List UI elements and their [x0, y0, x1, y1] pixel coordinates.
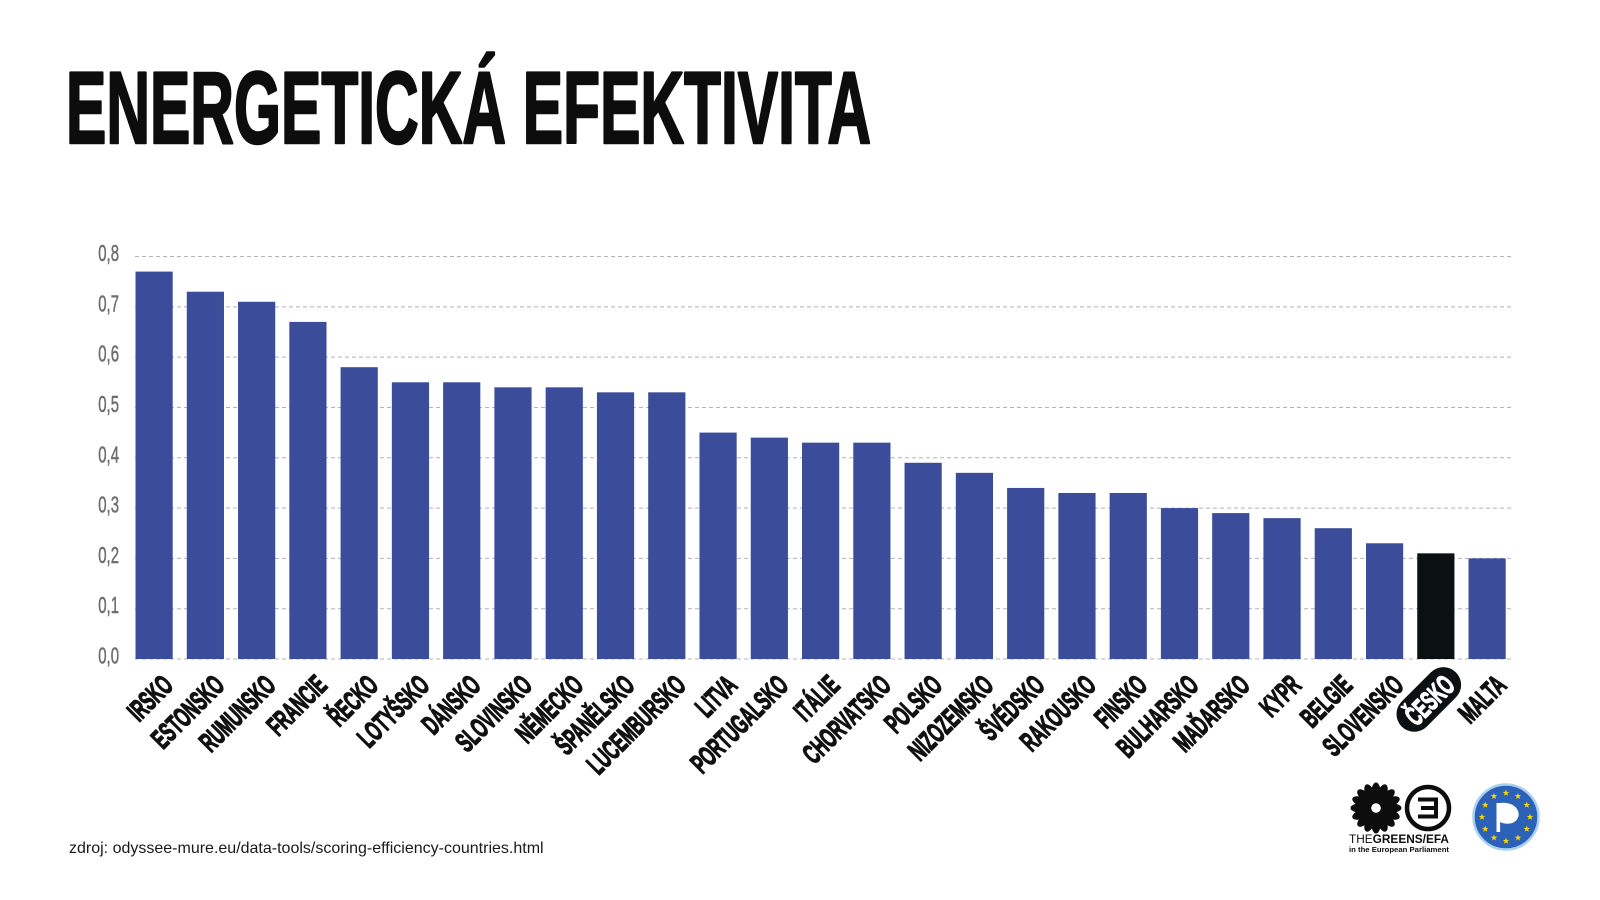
eu-star-icon [1514, 834, 1522, 841]
y-tick-label: 0,7 [98, 291, 119, 317]
pirate-party-flag-icon [1496, 802, 1519, 832]
y-tick-label: 0,4 [98, 442, 119, 468]
flag-mast [1496, 803, 1501, 832]
greens-efa-wordmark-the: THE [1349, 832, 1373, 846]
bar [340, 367, 378, 659]
chart-title: ENERGETICKÁ EFEKTIVITA [66, 51, 871, 165]
bar [186, 291, 224, 659]
sunflower-petal [1379, 811, 1395, 827]
bar [443, 382, 481, 659]
greens-efa-logo: THEGREENS/EFA in the European Parliament [1349, 782, 1452, 854]
bar [904, 462, 942, 659]
eu-star-icon [1514, 792, 1522, 799]
bar [1109, 492, 1147, 659]
eu-star-icon [1490, 834, 1498, 841]
bar [494, 387, 532, 659]
bar [955, 472, 994, 659]
bar [699, 432, 737, 659]
eu-star-icon [1502, 789, 1510, 796]
bar [750, 437, 788, 660]
bar [135, 271, 173, 659]
sunflower-petal [1357, 811, 1373, 827]
eu-star-icon [1502, 837, 1510, 844]
bar-highlighted [1417, 553, 1455, 659]
flag-sail [1500, 802, 1519, 824]
eu-star-icon [1481, 825, 1489, 832]
y-tick-label: 0,3 [98, 492, 119, 518]
bar [1160, 508, 1199, 659]
bar [1468, 558, 1506, 660]
x-tick-label: FRANCIE [260, 669, 333, 742]
efa-bar-middle [1421, 806, 1437, 810]
efa-bar-bottom [1418, 814, 1437, 819]
sunflower-petal [1357, 789, 1373, 805]
y-tick-label: 0,0 [98, 643, 119, 669]
efa-circle-icon [1404, 784, 1452, 832]
bar [648, 392, 686, 659]
eu-star-icon [1478, 813, 1486, 820]
bar [391, 382, 430, 659]
bar [1007, 487, 1045, 659]
y-axis-tick-labels: 0,0 0,1 0,2 0,3 0,4 0,5 0,6 0,7 0,8 [98, 241, 119, 670]
bar [1058, 492, 1096, 659]
y-tick-label: 0,5 [98, 392, 119, 418]
sunflower-petal [1364, 784, 1376, 803]
y-tick-label: 0,1 [98, 593, 119, 619]
efa-bar-vertical [1434, 797, 1438, 819]
pirate-party-logo [1472, 783, 1540, 851]
bar [853, 442, 891, 659]
sunflower-center-inner [1371, 803, 1381, 813]
x-tick-label: MALTA [1452, 669, 1512, 729]
greens-efa-sunflower-icon [1350, 782, 1402, 834]
bar [1365, 543, 1404, 659]
bar [289, 321, 327, 659]
eu-stars-ring [1478, 789, 1534, 844]
x-tick-label: PORTUGALSKO [684, 669, 794, 779]
sunflower-petal [1379, 789, 1395, 805]
y-tick-label: 0,2 [98, 543, 119, 569]
highlight-label-pill [1396, 667, 1462, 732]
x-axis-tick-labels: IRSKOESTONSKORUMUNSKOFRANCIEŘECKOLOTYŠSK… [120, 667, 1513, 781]
bar [1212, 513, 1250, 659]
source-note: zdroj: odyssee-mure.eu/data-tools/scorin… [69, 840, 544, 857]
greens-efa-subtitle: in the European Parliament [1349, 847, 1450, 854]
x-tick-label-group: MALTA [1451, 668, 1512, 729]
eu-star-icon [1526, 813, 1534, 820]
bars [135, 271, 1506, 660]
bar [802, 442, 840, 659]
x-tick-label-group: PORTUGALSKO [683, 668, 794, 779]
bar [596, 392, 635, 659]
eu-star-icon [1481, 801, 1489, 808]
bar [238, 301, 276, 659]
bar [1263, 518, 1301, 660]
eu-star-icon [1523, 825, 1531, 832]
y-tick-label: 0,6 [98, 341, 119, 367]
eu-star-icon [1523, 801, 1531, 808]
bar [545, 387, 583, 659]
eu-star-icon [1490, 792, 1498, 799]
greens-efa-wordmark-name: GREENS/EFA [1373, 832, 1450, 846]
greens-efa-wordmark: THEGREENS/EFA [1349, 832, 1449, 846]
bar [1314, 528, 1352, 659]
efa-bar-top [1418, 797, 1437, 802]
y-tick-label: 0,8 [98, 241, 119, 267]
x-tick-label-group: FRANCIE [260, 668, 334, 742]
